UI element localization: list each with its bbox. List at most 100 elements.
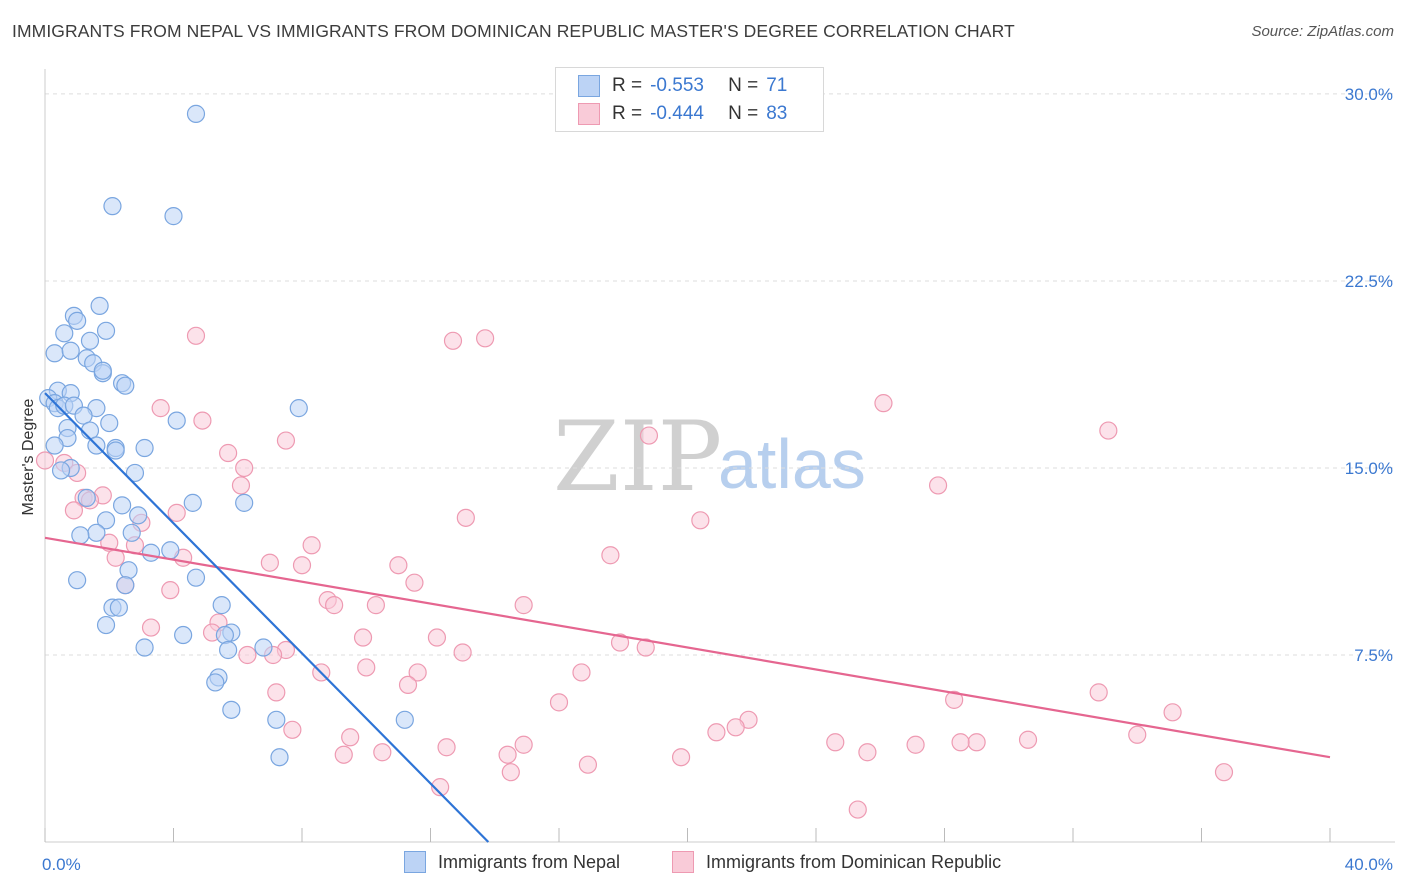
watermark-atlas: atlas bbox=[718, 425, 866, 503]
dominican-point bbox=[437, 738, 456, 757]
nepal-point bbox=[103, 197, 122, 216]
legend-swatch-dominican bbox=[578, 103, 600, 125]
dominican-point bbox=[398, 675, 418, 695]
series-legend-swatch-nepal bbox=[404, 851, 426, 873]
nepal-point bbox=[45, 344, 64, 363]
series-legend-swatch-dominican bbox=[672, 851, 694, 873]
dominican-point bbox=[353, 628, 373, 647]
nepal-point bbox=[68, 311, 87, 330]
nepal-point bbox=[93, 361, 112, 380]
nepal-point bbox=[106, 441, 125, 460]
dominican-point bbox=[405, 573, 424, 592]
nepal-point bbox=[215, 625, 234, 645]
x-tick-label-max: 40.0% bbox=[1345, 855, 1393, 874]
nepal-point bbox=[61, 341, 80, 360]
nepal-point bbox=[135, 438, 154, 458]
x-tick-label-min: 0.0% bbox=[42, 855, 81, 874]
nepal-trend-line bbox=[44, 392, 490, 843]
dominican-point bbox=[219, 443, 238, 463]
nepal-point bbox=[129, 506, 148, 525]
nepal-point bbox=[270, 748, 289, 767]
dominican-point bbox=[578, 755, 598, 774]
nepal-point bbox=[45, 436, 64, 455]
legend-swatch-nepal bbox=[578, 75, 600, 97]
nepal-point bbox=[87, 523, 106, 542]
dominican-point bbox=[408, 663, 427, 682]
legend-n-value-nepal: 71 bbox=[766, 75, 788, 96]
nepal-point bbox=[135, 638, 154, 657]
nepal-point bbox=[116, 376, 135, 395]
dominican-point bbox=[639, 426, 659, 445]
dominican-point bbox=[858, 743, 877, 762]
dominican-point bbox=[35, 451, 55, 470]
dominican-point bbox=[283, 720, 302, 739]
watermark: ZIP atlas bbox=[553, 401, 866, 513]
dominican-point bbox=[671, 748, 691, 767]
nepal-point bbox=[212, 596, 231, 615]
nepal-point bbox=[90, 296, 109, 315]
watermark-zip: ZIP bbox=[553, 401, 722, 513]
legend-row-dominican: R = -0.444 N = 83 bbox=[578, 101, 787, 127]
dominican-point bbox=[610, 633, 630, 652]
nepal-point bbox=[51, 461, 71, 480]
nepal-point bbox=[186, 568, 206, 587]
dominican-point bbox=[427, 628, 447, 647]
chart-title: IMMIGRANTS FROM NEPAL VS IMMIGRANTS FROM… bbox=[12, 21, 1015, 41]
nepal-point bbox=[55, 324, 74, 343]
nepal-point bbox=[186, 104, 206, 123]
dominican-point bbox=[193, 411, 212, 430]
dominican-point bbox=[389, 556, 408, 575]
dominican-point bbox=[636, 638, 655, 657]
series-legend-label-dominican: Immigrants from Dominican Republic bbox=[706, 851, 1002, 872]
dominican-point bbox=[1163, 703, 1182, 722]
dominican-point bbox=[302, 536, 321, 555]
nepal-point bbox=[96, 511, 116, 530]
dominican-point bbox=[1099, 421, 1118, 440]
nepal-point bbox=[74, 406, 93, 425]
dominican-point bbox=[161, 581, 180, 600]
dominican-point bbox=[141, 618, 161, 637]
dominican-point bbox=[443, 331, 463, 350]
nepal-point bbox=[116, 576, 135, 595]
dominican-point bbox=[967, 733, 986, 752]
nepal-point bbox=[289, 399, 308, 418]
dominican-point bbox=[276, 431, 296, 450]
dominican-point bbox=[453, 643, 472, 662]
dominican-point bbox=[186, 326, 206, 345]
nepal-point bbox=[77, 488, 96, 507]
y-tick-label: 15.0% bbox=[1345, 459, 1393, 478]
nepal-point bbox=[80, 331, 100, 350]
dominican-point bbox=[231, 476, 251, 495]
legend-r-label: R = bbox=[612, 103, 643, 124]
series-legend-nepal: Immigrants from Nepal bbox=[404, 851, 620, 873]
nepal-point bbox=[164, 207, 183, 226]
legend-r-label: R = bbox=[612, 75, 643, 96]
dominican-point bbox=[945, 690, 964, 709]
source-credit: Source: ZipAtlas.com bbox=[1251, 23, 1394, 40]
dominican-point bbox=[874, 394, 893, 413]
nepal-point bbox=[122, 523, 141, 542]
nepal-point bbox=[167, 411, 186, 430]
dominican-point bbox=[951, 733, 970, 752]
dominican-point bbox=[601, 546, 620, 565]
dominican-point bbox=[238, 645, 257, 665]
dominican-point bbox=[501, 763, 520, 782]
nepal-point bbox=[206, 673, 225, 692]
nepal-point bbox=[395, 710, 414, 729]
dominican-point bbox=[167, 503, 186, 522]
nepal-point bbox=[141, 543, 161, 562]
nepal-point bbox=[219, 640, 238, 660]
legend-n-value-dominican: 83 bbox=[766, 103, 788, 124]
dominican-point bbox=[334, 745, 353, 764]
dominican-point bbox=[456, 508, 475, 527]
nepal-point bbox=[68, 571, 87, 590]
dominican-point bbox=[826, 733, 845, 752]
dominican-point bbox=[848, 800, 867, 819]
legend-r-value-dominican: -0.444 bbox=[650, 103, 704, 124]
dominican-point bbox=[691, 511, 710, 530]
nepal-point bbox=[109, 598, 128, 617]
dominican-point bbox=[549, 693, 569, 712]
correlation-legend: R = -0.553 N = 71 R = -0.444 N = 83 bbox=[555, 67, 824, 132]
dominican-point bbox=[235, 458, 254, 478]
x-tick-labels: 0.0% 40.0% bbox=[42, 855, 1393, 874]
